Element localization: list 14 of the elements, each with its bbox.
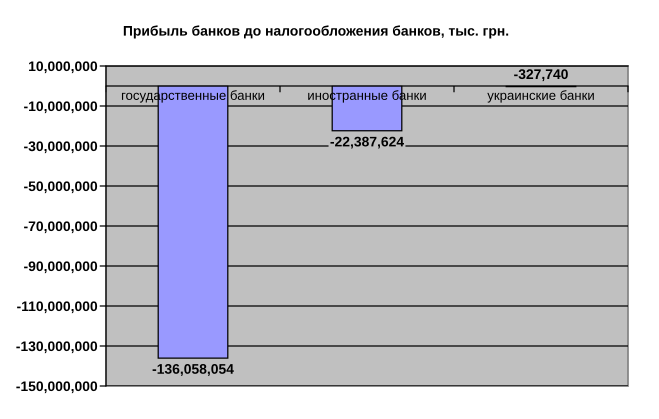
y-tick-label: 10,000,000 <box>29 61 98 74</box>
y-tick-label: -50,000,000 <box>24 181 98 194</box>
y-tick-label: -130,000,000 <box>16 341 98 354</box>
y-tick-label: -10,000,000 <box>24 101 98 114</box>
data-label: -327,740 <box>514 69 568 82</box>
y-tick-label: -90,000,000 <box>24 261 98 274</box>
y-tick-label: -150,000,000 <box>16 381 98 394</box>
data-label: -136,058,054 <box>152 364 234 376</box>
x-tick-label: украинские банки <box>487 90 594 103</box>
y-tick-label: -30,000,000 <box>24 141 98 154</box>
data-label: -22,387,624 <box>330 136 404 149</box>
chart-title: Прибыль банков до налогообложения банков, тыс. грн. <box>124 25 508 38</box>
y-tick-label: -110,000,000 <box>17 301 98 314</box>
y-tick-label: -70,000,000 <box>24 221 98 234</box>
